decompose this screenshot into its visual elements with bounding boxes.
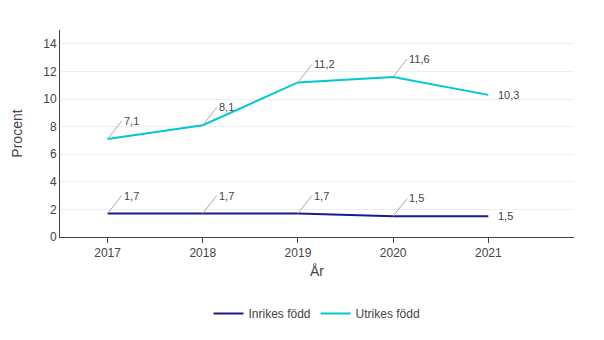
svg-text:1,5: 1,5 xyxy=(498,210,513,222)
svg-text:Inrikes född: Inrikes född xyxy=(249,307,311,321)
svg-text:1,7: 1,7 xyxy=(219,190,234,202)
svg-text:1,7: 1,7 xyxy=(314,190,329,202)
svg-text:14: 14 xyxy=(43,37,57,51)
svg-text:7,1: 7,1 xyxy=(124,115,139,127)
svg-text:2018: 2018 xyxy=(189,246,216,260)
svg-text:8: 8 xyxy=(50,120,57,134)
svg-text:2017: 2017 xyxy=(94,246,121,260)
svg-text:10: 10 xyxy=(43,92,57,106)
svg-text:1,7: 1,7 xyxy=(124,190,139,202)
svg-text:6: 6 xyxy=(50,147,57,161)
svg-text:4: 4 xyxy=(50,175,57,189)
svg-text:År: År xyxy=(310,263,324,279)
svg-text:11,2: 11,2 xyxy=(314,58,335,70)
svg-text:Utrikes född: Utrikes född xyxy=(356,307,420,321)
svg-text:2020: 2020 xyxy=(380,246,407,260)
svg-text:8,1: 8,1 xyxy=(219,101,234,113)
svg-text:Procent: Procent xyxy=(9,109,25,157)
svg-text:0: 0 xyxy=(50,230,57,244)
svg-text:2019: 2019 xyxy=(285,246,312,260)
svg-text:2021: 2021 xyxy=(475,246,502,260)
svg-text:12: 12 xyxy=(43,65,57,79)
svg-text:11,6: 11,6 xyxy=(409,53,430,65)
svg-text:1,5: 1,5 xyxy=(409,192,424,204)
svg-text:2: 2 xyxy=(50,203,57,217)
svg-text:10,3: 10,3 xyxy=(498,89,519,101)
